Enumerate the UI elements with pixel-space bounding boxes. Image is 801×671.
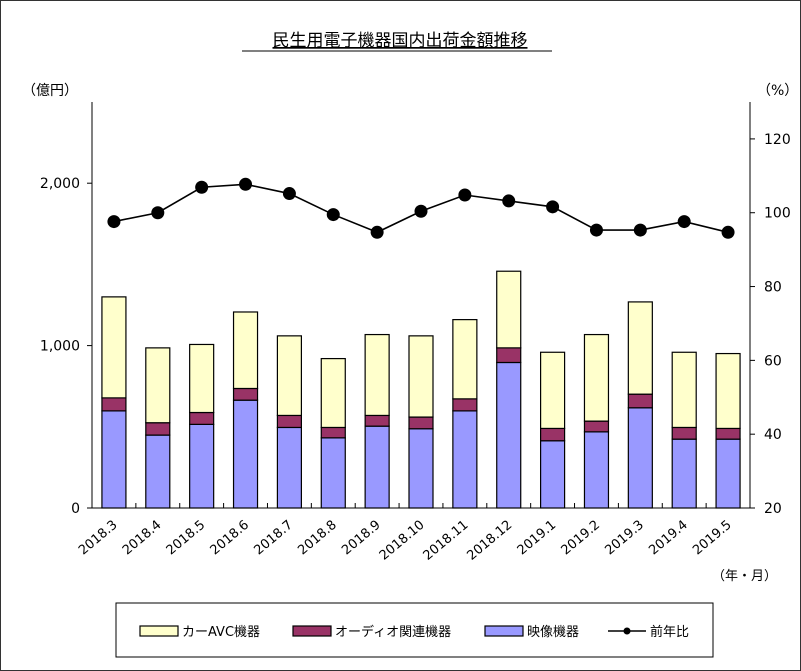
bar-segment	[320, 426, 346, 439]
bar-segment	[452, 319, 478, 400]
right-tick-label: 100	[764, 206, 791, 222]
yoy-point	[546, 200, 560, 214]
bar-segment	[232, 311, 259, 390]
bar-segment	[539, 440, 566, 509]
yoy-point	[282, 187, 296, 201]
yoy-point	[458, 188, 472, 202]
bar-segment	[496, 270, 522, 349]
right-tick-label: 80	[764, 280, 782, 296]
bar-segment	[496, 361, 522, 509]
bar-segment	[583, 431, 610, 509]
bar-segment	[452, 410, 478, 509]
right-tick-label: 20	[764, 501, 782, 517]
bar-segment	[145, 422, 171, 436]
bar-segment	[145, 347, 171, 424]
yoy-point	[633, 223, 647, 237]
bar-segment	[145, 434, 171, 509]
legend-label: 前年比	[650, 624, 689, 640]
bar-segment	[539, 427, 566, 442]
yoy-point	[151, 206, 165, 220]
bar-segment	[452, 398, 478, 412]
chart-title: 民生用電子機器国内出荷金額推移	[273, 31, 528, 51]
left-tick-label: 0	[71, 501, 80, 517]
legend-marker	[623, 627, 631, 635]
bar-segment	[408, 335, 434, 418]
bar-segment	[101, 410, 127, 509]
legend-label: 映像機器	[527, 625, 579, 640]
bar-segment	[364, 333, 390, 417]
bar-segment	[276, 426, 302, 509]
bar-segment	[364, 414, 390, 427]
bar-segment	[364, 425, 390, 509]
legend-label: オーディオ関連機器	[335, 624, 451, 640]
legend: カーAVC機器 オーディオ関連機器 映像機器 前年比	[115, 602, 714, 658]
right-tick-label: 40	[764, 427, 782, 443]
yoy-point	[721, 225, 735, 239]
yoy-point	[589, 223, 603, 237]
bar-segment	[320, 357, 346, 429]
bar-segment	[101, 296, 127, 399]
bar-segment	[627, 301, 653, 395]
bar-segment	[408, 428, 434, 509]
yoy-point	[414, 204, 428, 218]
bar-segment	[715, 438, 741, 509]
bar-segment	[496, 347, 522, 364]
yoy-point	[239, 177, 253, 191]
right-tick-label: 60	[764, 353, 782, 369]
yoy-point	[107, 215, 121, 229]
yoy-point	[370, 225, 384, 239]
bar-segment	[276, 335, 302, 417]
legend-swatch	[484, 625, 524, 637]
bar-segment	[539, 351, 566, 430]
right-axis-unit: （%）	[757, 83, 798, 99]
bar-segment	[189, 343, 215, 414]
left-axis-unit: （億円）	[22, 83, 78, 99]
right-tick-label: 120	[764, 132, 791, 148]
yoy-point	[195, 180, 209, 194]
bar-segment	[189, 411, 215, 425]
bar-segment	[276, 414, 302, 429]
bar-segment	[671, 438, 697, 509]
bar-segment	[627, 393, 653, 409]
x-axis-unit: （年・月）	[712, 569, 777, 584]
bar-segment	[408, 416, 434, 430]
left-tick-label: 2,000	[40, 176, 80, 192]
bar-segment	[627, 407, 653, 509]
bar-segment	[320, 437, 346, 509]
bar-segment	[715, 427, 741, 440]
yoy-point	[502, 194, 516, 208]
bar-segment	[101, 397, 127, 412]
legend-swatch	[292, 625, 332, 637]
bar-segment	[671, 351, 697, 429]
legend-box	[115, 602, 714, 658]
left-tick-label: 1,000	[40, 339, 80, 355]
bar-segment	[232, 399, 259, 509]
yoy-point	[677, 215, 691, 229]
bar-segment	[715, 352, 741, 430]
bar-segment	[583, 333, 610, 422]
legend-swatch	[139, 625, 179, 637]
bar-segment	[232, 387, 259, 401]
bar-segment	[671, 426, 697, 440]
bar-segment	[189, 423, 215, 509]
yoy-point	[326, 208, 340, 222]
legend-label: カーAVC機器	[182, 625, 260, 640]
bar-segment	[583, 420, 610, 433]
